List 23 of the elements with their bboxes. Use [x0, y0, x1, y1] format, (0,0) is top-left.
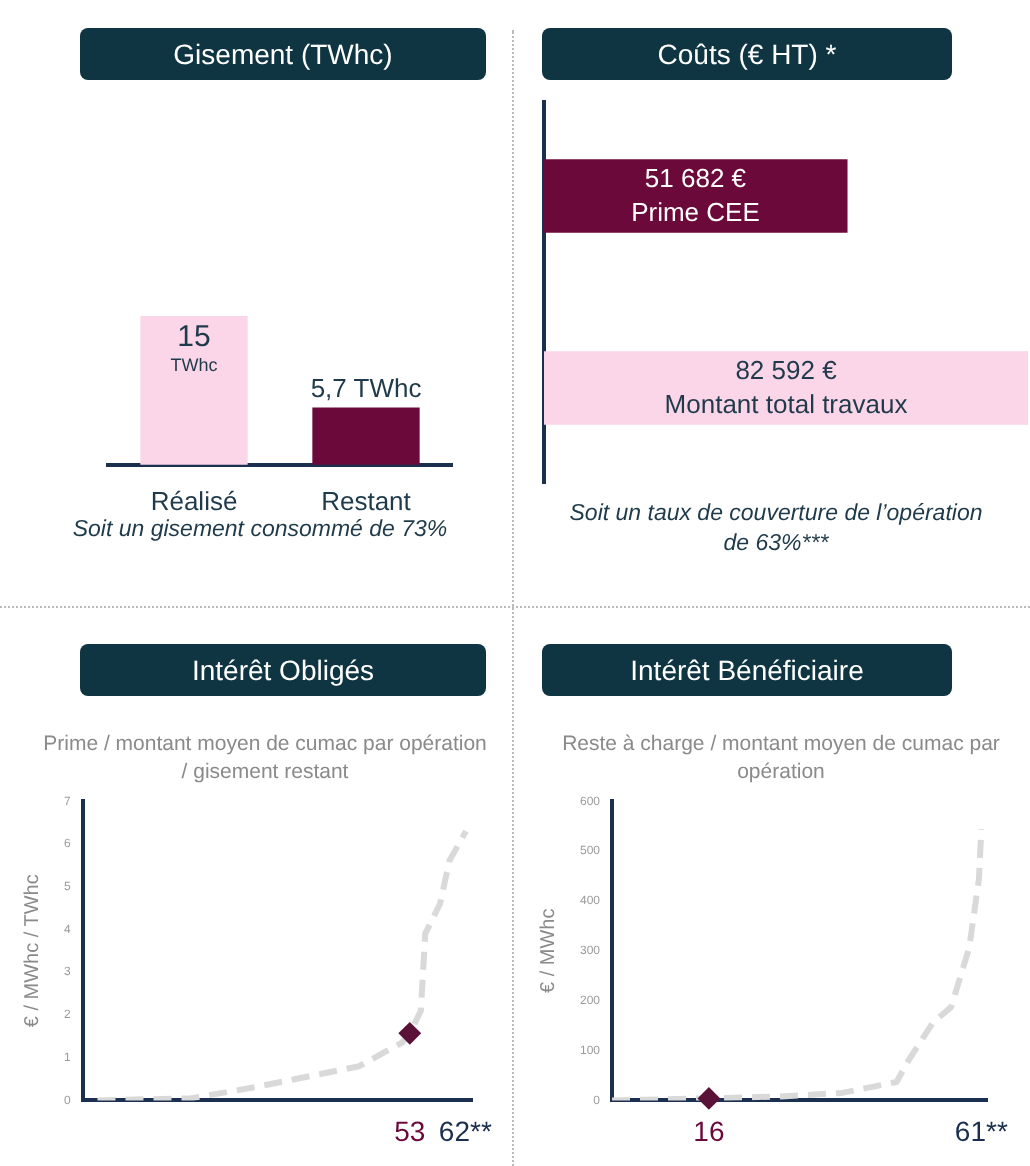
chart-title: Coûts (€ HT) *: [542, 28, 952, 80]
chart-title: Gisement (TWhc): [80, 28, 486, 80]
text: Soit un gisement consommé de 73%: [70, 516, 450, 546]
chart-title: Intérêt Obligés: [80, 644, 486, 696]
x-tick-label: 16: [693, 1114, 725, 1147]
y-tick-label: Montant total travaux: [664, 389, 909, 420]
x-tick-label: Réalisé: [150, 485, 238, 516]
x-tick-label: 53: [394, 1114, 426, 1147]
data-label: 15 TWhc: [170, 320, 219, 375]
y-tick-label: Prime CEE: [631, 197, 761, 228]
x-tick-label: Restant: [321, 485, 412, 516]
data-label: 51 682 €: [644, 163, 748, 194]
data-label: 5,7 TWhc: [310, 373, 423, 404]
text: Soit un taux de couverture de l’opération de 63%***: [567, 500, 985, 560]
data-label: 82 592 €: [735, 355, 839, 386]
chart-title: Intérêt Bénéficiaire: [542, 644, 952, 696]
y-axis-title: € / MWhc / TWhc: [21, 874, 44, 1028]
x-tick-label: 61**: [954, 1114, 1009, 1147]
y-axis-title: € / MWhc: [537, 908, 560, 994]
chart-subtitle: Reste à charge / montant moyen de cumac par opération: [560, 730, 1002, 786]
line-series: [94, 828, 469, 1101]
x-tick-label: 62**: [438, 1114, 493, 1147]
chart-subtitle: Prime / montant moyen de cumac par opération / gisement restant: [41, 730, 489, 786]
